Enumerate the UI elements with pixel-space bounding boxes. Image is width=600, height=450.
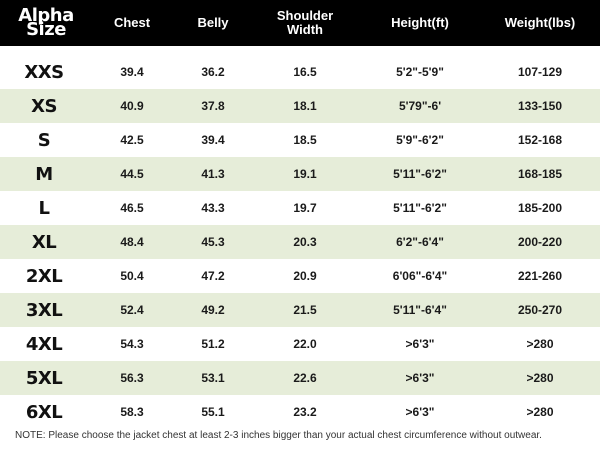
height-value: 5'9"-6'2" (360, 123, 480, 157)
belly-value: 39.4 (176, 123, 250, 157)
chest-value: 42.5 (88, 123, 176, 157)
shoulder-value: 19.7 (250, 191, 360, 225)
size-label: XS (0, 89, 88, 123)
size-label: L (0, 191, 88, 225)
belly-value: 41.3 (176, 157, 250, 191)
table-row: M 44.5 41.3 19.1 5'11"-6'2" 168-185 (0, 157, 600, 191)
weight-value: 200-220 (480, 225, 600, 259)
table-row: 6XL 58.3 55.1 23.2 >6'3" >280 (0, 395, 600, 429)
chest-value: 40.9 (88, 89, 176, 123)
header-chest: Chest (88, 0, 176, 46)
height-value: >6'3" (360, 361, 480, 395)
table-row: 3XL 52.4 49.2 21.5 5'11"-6'4" 250-270 (0, 293, 600, 327)
belly-value: 37.8 (176, 89, 250, 123)
shoulder-value: 16.5 (250, 55, 360, 89)
height-value: 5'11"-6'2" (360, 191, 480, 225)
shoulder-value: 18.1 (250, 89, 360, 123)
shoulder-value: 20.3 (250, 225, 360, 259)
size-chart-table: Alpha Size Chest Belly Shoulder Width He… (0, 0, 600, 429)
shoulder-value: 22.0 (250, 327, 360, 361)
size-label: M (0, 157, 88, 191)
weight-value: 221-260 (480, 259, 600, 293)
belly-value: 51.2 (176, 327, 250, 361)
size-label: 3XL (0, 293, 88, 327)
table-row: XXS 39.4 36.2 16.5 5'2"-5'9" 107-129 (0, 55, 600, 89)
shoulder-value: 19.1 (250, 157, 360, 191)
height-value: 6'2"-6'4" (360, 225, 480, 259)
chest-value: 56.3 (88, 361, 176, 395)
header-shoulder-width: Shoulder Width (250, 0, 360, 46)
shoulder-value: 20.9 (250, 259, 360, 293)
header-weight: Weight(lbs) (480, 0, 600, 46)
shoulder-value: 22.6 (250, 361, 360, 395)
height-value: 6'06"-6'4" (360, 259, 480, 293)
belly-value: 36.2 (176, 55, 250, 89)
size-label: 5XL (0, 361, 88, 395)
belly-value: 49.2 (176, 293, 250, 327)
belly-value: 47.2 (176, 259, 250, 293)
belly-value: 43.3 (176, 191, 250, 225)
chest-value: 46.5 (88, 191, 176, 225)
header-alpha-size: Alpha Size (0, 0, 88, 46)
chest-value: 39.4 (88, 55, 176, 89)
header-height: Height(ft) (360, 0, 480, 46)
size-label: 2XL (0, 259, 88, 293)
size-label: XXS (0, 55, 88, 89)
chest-value: 58.3 (88, 395, 176, 429)
height-value: 5'11"-6'4" (360, 293, 480, 327)
height-value: 5'2"-5'9" (360, 55, 480, 89)
table-row: 2XL 50.4 47.2 20.9 6'06"-6'4" 221-260 (0, 259, 600, 293)
shoulder-value: 23.2 (250, 395, 360, 429)
belly-value: 55.1 (176, 395, 250, 429)
size-rows: XXS 39.4 36.2 16.5 5'2"-5'9" 107-129 XS 40.9 37.… (0, 55, 600, 429)
chest-value: 54.3 (88, 327, 176, 361)
size-label: S (0, 123, 88, 157)
table-row: 4XL 54.3 51.2 22.0 >6'3" >280 (0, 327, 600, 361)
chest-value: 50.4 (88, 259, 176, 293)
belly-value: 45.3 (176, 225, 250, 259)
weight-value: 250-270 (480, 293, 600, 327)
table-header-row: Alpha Size Chest Belly Shoulder Width He… (0, 0, 600, 46)
shoulder-value: 18.5 (250, 123, 360, 157)
table-row: S 42.5 39.4 18.5 5'9"-6'2" 152-168 (0, 123, 600, 157)
belly-value: 53.1 (176, 361, 250, 395)
chest-value: 52.4 (88, 293, 176, 327)
size-label: XL (0, 225, 88, 259)
sizing-note: NOTE: Please choose the jacket chest at … (15, 430, 542, 441)
weight-value: 152-168 (480, 123, 600, 157)
header-spacer (0, 46, 600, 55)
size-label: 4XL (0, 327, 88, 361)
table-row: XS 40.9 37.8 18.1 5'79"-6' 133-150 (0, 89, 600, 123)
weight-value: >280 (480, 395, 600, 429)
weight-value: 168-185 (480, 157, 600, 191)
table-row: XL 48.4 45.3 20.3 6'2"-6'4" 200-220 (0, 225, 600, 259)
table-row: 5XL 56.3 53.1 22.6 >6'3" >280 (0, 361, 600, 395)
table-row: L 46.5 43.3 19.7 5'11"-6'2" 185-200 (0, 191, 600, 225)
header-belly: Belly (176, 0, 250, 46)
shoulder-value: 21.5 (250, 293, 360, 327)
weight-value: 185-200 (480, 191, 600, 225)
chest-value: 44.5 (88, 157, 176, 191)
weight-value: >280 (480, 327, 600, 361)
weight-value: >280 (480, 361, 600, 395)
height-value: 5'79"-6' (360, 89, 480, 123)
height-value: 5'11"-6'2" (360, 157, 480, 191)
chest-value: 48.4 (88, 225, 176, 259)
weight-value: 107-129 (480, 55, 600, 89)
height-value: >6'3" (360, 327, 480, 361)
size-label: 6XL (0, 395, 88, 429)
weight-value: 133-150 (480, 89, 600, 123)
height-value: >6'3" (360, 395, 480, 429)
